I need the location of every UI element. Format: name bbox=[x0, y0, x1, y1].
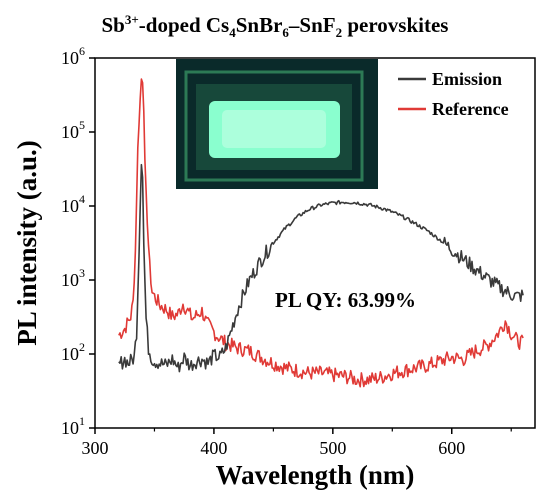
y-tick-label: 102 bbox=[61, 340, 85, 364]
plot-frame bbox=[94, 57, 536, 429]
x-tick-label: 300 bbox=[82, 438, 109, 458]
inset-glass-frame bbox=[184, 70, 364, 182]
y-tick-label: 106 bbox=[61, 44, 85, 68]
series-line-reference bbox=[118, 78, 524, 388]
inset-photo bbox=[176, 59, 378, 189]
y-tick-label: 103 bbox=[61, 266, 85, 290]
x-tick-label: 500 bbox=[319, 438, 346, 458]
series-line-emission bbox=[118, 163, 524, 373]
axes-layer: 300 400 500 600 101 102 103 104 105 106 Wavelength… bbox=[12, 44, 536, 490]
legend: Emission Reference bbox=[398, 69, 509, 119]
legend-label-emission: Emission bbox=[432, 69, 502, 89]
x-tick-label: 400 bbox=[200, 438, 227, 458]
annotation-plqy: PL QY: 63.99% bbox=[275, 288, 416, 312]
y-tick-label: 101 bbox=[61, 414, 85, 438]
y-axis-label: PL intensity (a.u.) bbox=[12, 140, 42, 346]
y-tick-label: 104 bbox=[61, 192, 85, 216]
chart-title: Sb3+-doped Cs4SnBr6–SnF2 perovskites bbox=[101, 12, 449, 41]
legend-label-reference: Reference bbox=[432, 99, 509, 119]
y-tick-label: 105 bbox=[61, 118, 85, 142]
series-layer bbox=[118, 78, 524, 388]
x-tick-label: 600 bbox=[438, 438, 465, 458]
inset-glow-highlight bbox=[222, 110, 326, 148]
x-axis-label: Wavelength (nm) bbox=[216, 460, 415, 490]
